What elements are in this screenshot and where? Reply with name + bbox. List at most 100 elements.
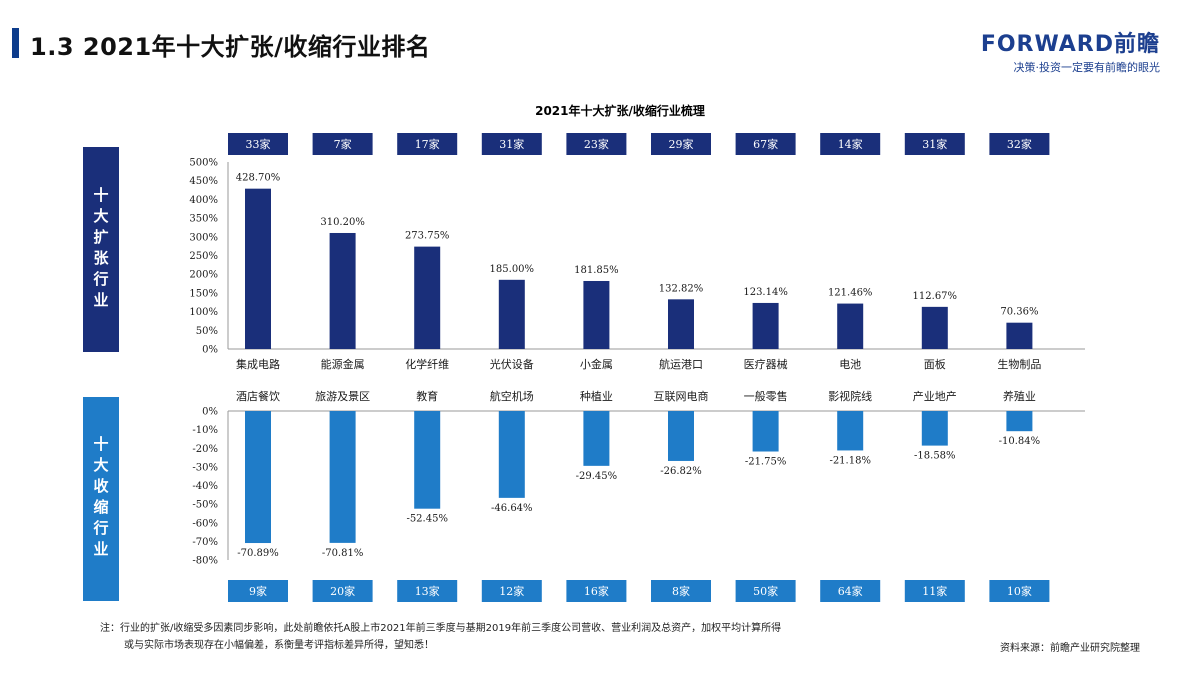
brand-logo: FORWARD前瞻 决策·投资一定要有前瞻的眼光 bbox=[981, 26, 1160, 75]
brand-slogan: 决策·投资一定要有前瞻的眼光 bbox=[1013, 61, 1161, 74]
expand-bar bbox=[498, 279, 525, 349]
shrink-value-label: -70.81% bbox=[322, 548, 364, 559]
shrink-category-label: 产业地产 bbox=[913, 389, 957, 403]
shrink-category-label: 酒店餐饮 bbox=[236, 389, 280, 403]
expand-y-tick-label: 450% bbox=[189, 176, 218, 187]
expand-count-label: 31家 bbox=[922, 137, 947, 151]
expand-count-badge bbox=[651, 133, 711, 155]
expand-side-label: 十大扩张行业 bbox=[83, 147, 119, 352]
shrink-y-tick-label: -20% bbox=[192, 444, 218, 455]
expand-value-label: 181.85% bbox=[574, 265, 619, 276]
shrink-category-label: 养殖业 bbox=[1003, 389, 1036, 403]
expand-bar bbox=[329, 232, 356, 349]
expand-y-tick-label: 250% bbox=[189, 251, 218, 262]
expand-category-label: 航运港口 bbox=[659, 357, 703, 371]
shrink-count-label: 11家 bbox=[922, 584, 947, 598]
shrink-count-badge bbox=[735, 580, 796, 602]
expand-y-tick-label: 200% bbox=[189, 270, 218, 281]
shrink-count-label: 13家 bbox=[415, 584, 440, 598]
expand-bar bbox=[752, 302, 779, 349]
source-note: 资料来源：前瞻产业研究院整理 bbox=[1000, 643, 1140, 654]
expand-bar bbox=[583, 280, 610, 349]
shrink-count-badge bbox=[904, 580, 965, 602]
shrink-count-badge bbox=[820, 580, 881, 602]
expand-category-label: 能源金属 bbox=[321, 357, 365, 371]
shrink-y-tick-label: -10% bbox=[192, 425, 218, 436]
expand-count-badge bbox=[820, 133, 881, 155]
expand-value-label: 273.75% bbox=[405, 231, 450, 242]
expand-category-label: 光伏设备 bbox=[490, 357, 534, 371]
shrink-count-badge bbox=[481, 580, 542, 602]
shrink-category-label: 一般零售 bbox=[744, 389, 788, 403]
shrink-y-tick-label: -80% bbox=[192, 556, 218, 567]
shrink-side-label: 十大收缩行业 bbox=[83, 397, 119, 601]
expand-bar bbox=[1006, 322, 1033, 349]
expand-count-label: 67家 bbox=[753, 137, 778, 151]
expand-count-label: 7家 bbox=[334, 137, 352, 151]
shrink-chart: 0% -10% -20% -30% -40% -50% -60% -70% -80% 酒店餐饮 -7… bbox=[192, 389, 1085, 602]
title-accent-bar bbox=[12, 28, 19, 58]
expand-value-label: 132.82% bbox=[659, 283, 704, 294]
expand-count-badge bbox=[228, 133, 288, 155]
shrink-category-label: 航空机场 bbox=[490, 389, 534, 403]
expand-y-tick-label: 300% bbox=[189, 232, 218, 243]
shrink-y-tick-label: -30% bbox=[192, 462, 218, 473]
shrink-value-label: -52.45% bbox=[406, 514, 448, 525]
expand-count-label: 31家 bbox=[499, 137, 524, 151]
shrink-y-tick-label: -40% bbox=[192, 481, 218, 492]
expand-value-label: 70.36% bbox=[1000, 307, 1038, 318]
expand-y-tick-label: 0% bbox=[202, 345, 218, 356]
expand-bar bbox=[668, 299, 694, 349]
shrink-count-label: 10家 bbox=[1007, 584, 1032, 598]
footnote-line-2: 或与实际市场表现存在小幅偏差，系衡量考评指标差异所得，望知悉！ bbox=[124, 640, 434, 651]
expand-bar bbox=[837, 303, 864, 349]
shrink-bar bbox=[583, 411, 610, 466]
footnote: 注：行业的扩张/收缩受多因素同步影响，此处前瞻依托A股上市2021年前三季度与基… bbox=[100, 620, 781, 654]
shrink-bar bbox=[1006, 411, 1033, 432]
shrink-value-label: -29.45% bbox=[576, 471, 618, 482]
footnote-line-1: 注：行业的扩张/收缩受多因素同步影响，此处前瞻依托A股上市2021年前三季度与基… bbox=[100, 623, 782, 634]
shrink-count-label: 9家 bbox=[249, 584, 267, 598]
expand-count-badge bbox=[397, 133, 458, 155]
shrink-count-label: 50家 bbox=[753, 584, 778, 598]
shrink-count-badge bbox=[397, 580, 458, 602]
shrink-bar bbox=[752, 411, 779, 452]
shrink-value-label: -26.82% bbox=[660, 466, 702, 477]
shrink-category-label: 互联网电商 bbox=[654, 389, 709, 403]
expand-y-tick-label: 400% bbox=[189, 195, 218, 206]
shrink-category-label: 教育 bbox=[416, 389, 438, 403]
expand-shrink-chart: 2021年十大扩张/收缩行业梳理 0% 50% 100% 150% 200% 250% 30… bbox=[189, 103, 1085, 602]
page-title: 1.3 2021年十大扩张/收缩行业排名 bbox=[30, 33, 431, 61]
expand-value-label: 123.14% bbox=[743, 287, 788, 298]
shrink-category-label: 种植业 bbox=[580, 389, 613, 403]
expand-category-label: 医疗器械 bbox=[744, 357, 788, 371]
expand-category-label: 小金属 bbox=[580, 357, 613, 371]
expand-category-label: 面板 bbox=[924, 357, 946, 371]
expand-value-label: 112.67% bbox=[913, 291, 958, 302]
shrink-value-label: -21.75% bbox=[745, 457, 787, 468]
shrink-y-tick-label: 0% bbox=[202, 407, 218, 418]
chart-title: 2021年十大扩张/收缩行业梳理 bbox=[535, 103, 705, 118]
shrink-bar bbox=[245, 411, 271, 544]
shrink-count-badge bbox=[989, 580, 1050, 602]
shrink-y-tick-label: -50% bbox=[192, 500, 218, 511]
expand-y-tick-label: 500% bbox=[189, 158, 218, 169]
expand-count-label: 29家 bbox=[669, 137, 694, 151]
expand-value-label: 310.20% bbox=[320, 217, 365, 228]
expand-count-label: 33家 bbox=[246, 137, 271, 151]
shrink-bar bbox=[329, 411, 356, 543]
expand-count-badge bbox=[481, 133, 542, 155]
shrink-y-tick-label: -70% bbox=[192, 537, 218, 548]
shrink-y-tick-label: -60% bbox=[192, 518, 218, 529]
expand-y-tick-label: 150% bbox=[189, 288, 218, 299]
expand-bar bbox=[414, 246, 441, 349]
brand-name: FORWARD前瞻 bbox=[980, 32, 1160, 57]
shrink-value-label: -46.64% bbox=[491, 503, 533, 514]
shrink-bar bbox=[837, 411, 864, 451]
expand-category-label: 电池 bbox=[839, 358, 861, 371]
expand-value-label: 428.70% bbox=[236, 173, 281, 184]
shrink-bar bbox=[414, 411, 441, 509]
expand-category-label: 化学纤维 bbox=[405, 357, 449, 371]
expand-count-label: 32家 bbox=[1007, 137, 1032, 151]
expand-y-tick-label: 50% bbox=[196, 326, 218, 337]
